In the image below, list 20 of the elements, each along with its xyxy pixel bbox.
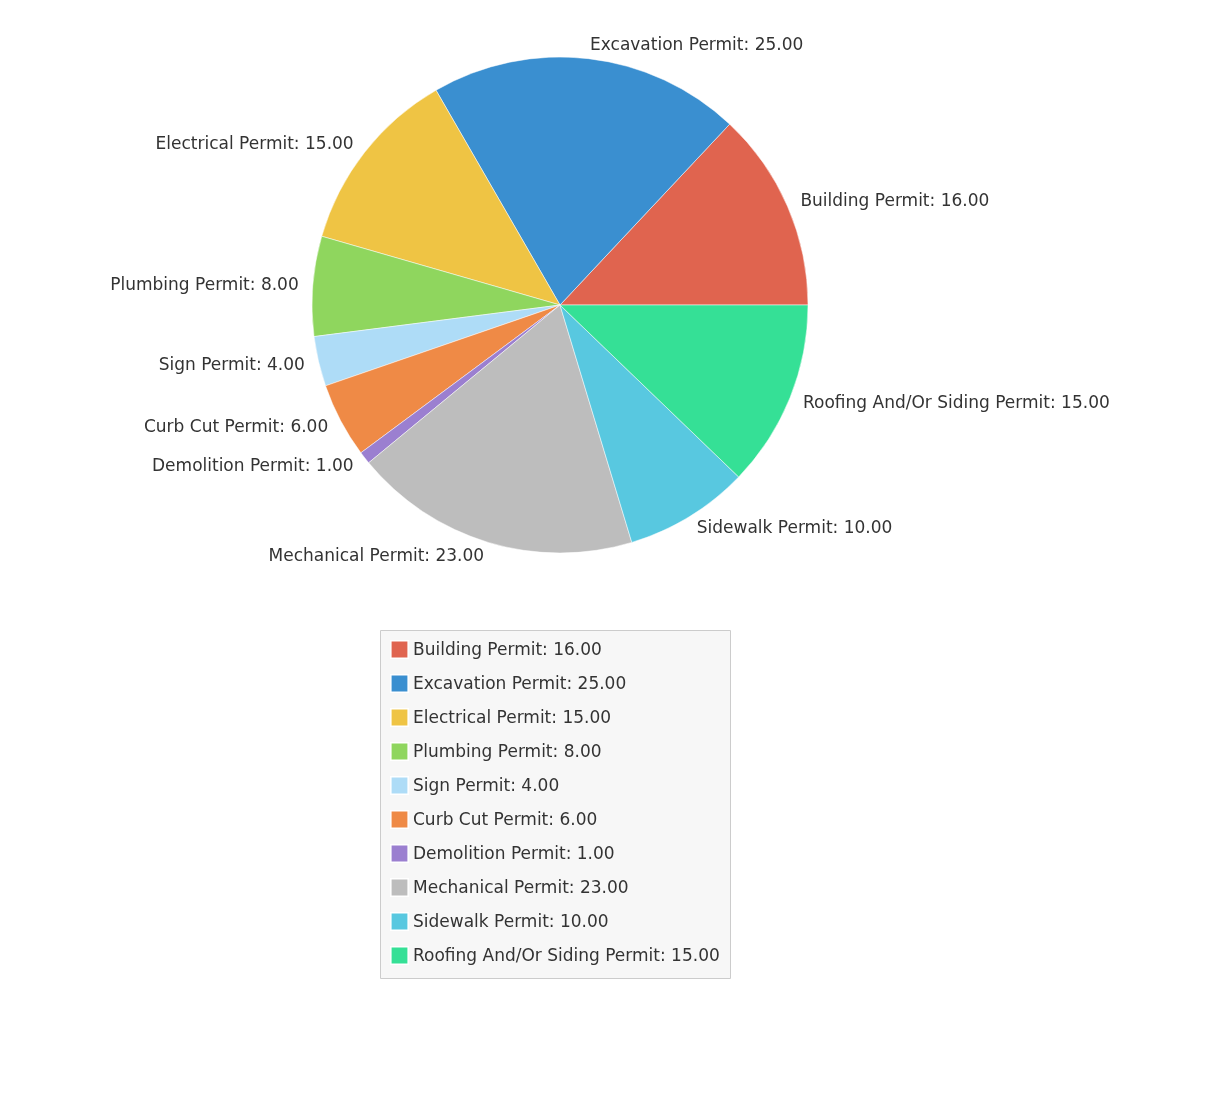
slice-label: Mechanical Permit: 23.00: [268, 544, 485, 565]
slice-label: Curb Cut Permit: 6.00: [143, 416, 329, 437]
slice-label: Excavation Permit: 25.00: [590, 33, 804, 54]
legend-label: Plumbing Permit: 8.00: [413, 740, 602, 761]
legend-label: Roofing And/Or Siding Permit: 15.00: [413, 944, 720, 965]
legend-label: Sign Permit: 4.00: [413, 774, 560, 795]
slice-label: Building Permit: 16.00: [800, 189, 990, 210]
slice-label: Demolition Permit: 1.00: [152, 455, 354, 476]
slice-label: Plumbing Permit: 8.00: [110, 273, 299, 294]
legend-label: Building Permit: 16.00: [413, 638, 602, 659]
slice-label: Electrical Permit: 15.00: [155, 132, 354, 153]
slice-label: Sidewalk Permit: 10.00: [696, 517, 893, 538]
legend-label: Electrical Permit: 15.00: [413, 706, 612, 727]
legend-label: Demolition Permit: 1.00: [413, 842, 615, 863]
legend-label: Sidewalk Permit: 10.00: [413, 910, 609, 931]
slice-label: Sign Permit: 4.00: [158, 353, 305, 374]
legend-label: Excavation Permit: 25.00: [413, 672, 627, 693]
legend-label: Mechanical Permit: 23.00: [413, 876, 629, 897]
slice-label: Roofing And/Or Siding Permit: 15.00: [803, 391, 1110, 412]
legend-label: Curb Cut Permit: 6.00: [413, 808, 598, 829]
